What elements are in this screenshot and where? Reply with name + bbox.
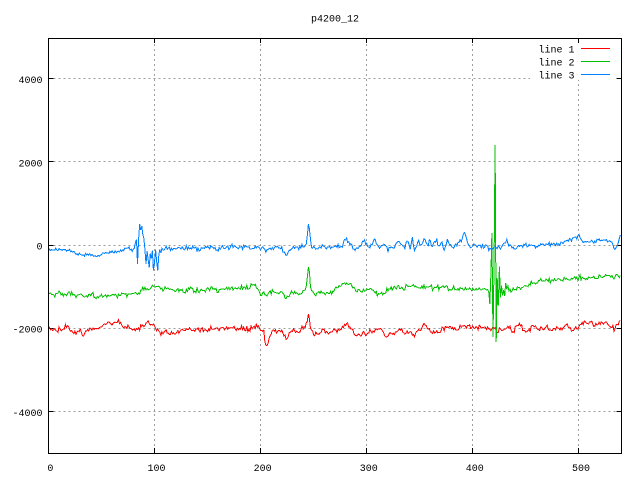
svg-text:0: 0 — [36, 243, 42, 254]
svg-text:200: 200 — [254, 464, 272, 475]
svg-text:-4000: -4000 — [12, 409, 42, 420]
svg-text:line 2: line 2 — [538, 58, 574, 70]
svg-text:400: 400 — [466, 464, 484, 475]
svg-text:100: 100 — [147, 464, 165, 475]
svg-text:500: 500 — [572, 464, 590, 475]
svg-text:-2000: -2000 — [12, 326, 42, 337]
svg-text:line 3: line 3 — [538, 71, 574, 83]
svg-text:p4200_12: p4200_12 — [311, 14, 359, 25]
svg-text:4000: 4000 — [18, 76, 42, 87]
svg-text:300: 300 — [360, 464, 378, 475]
svg-text:0: 0 — [47, 464, 53, 475]
svg-text:2000: 2000 — [18, 159, 42, 170]
svg-text:line 1: line 1 — [538, 45, 574, 57]
